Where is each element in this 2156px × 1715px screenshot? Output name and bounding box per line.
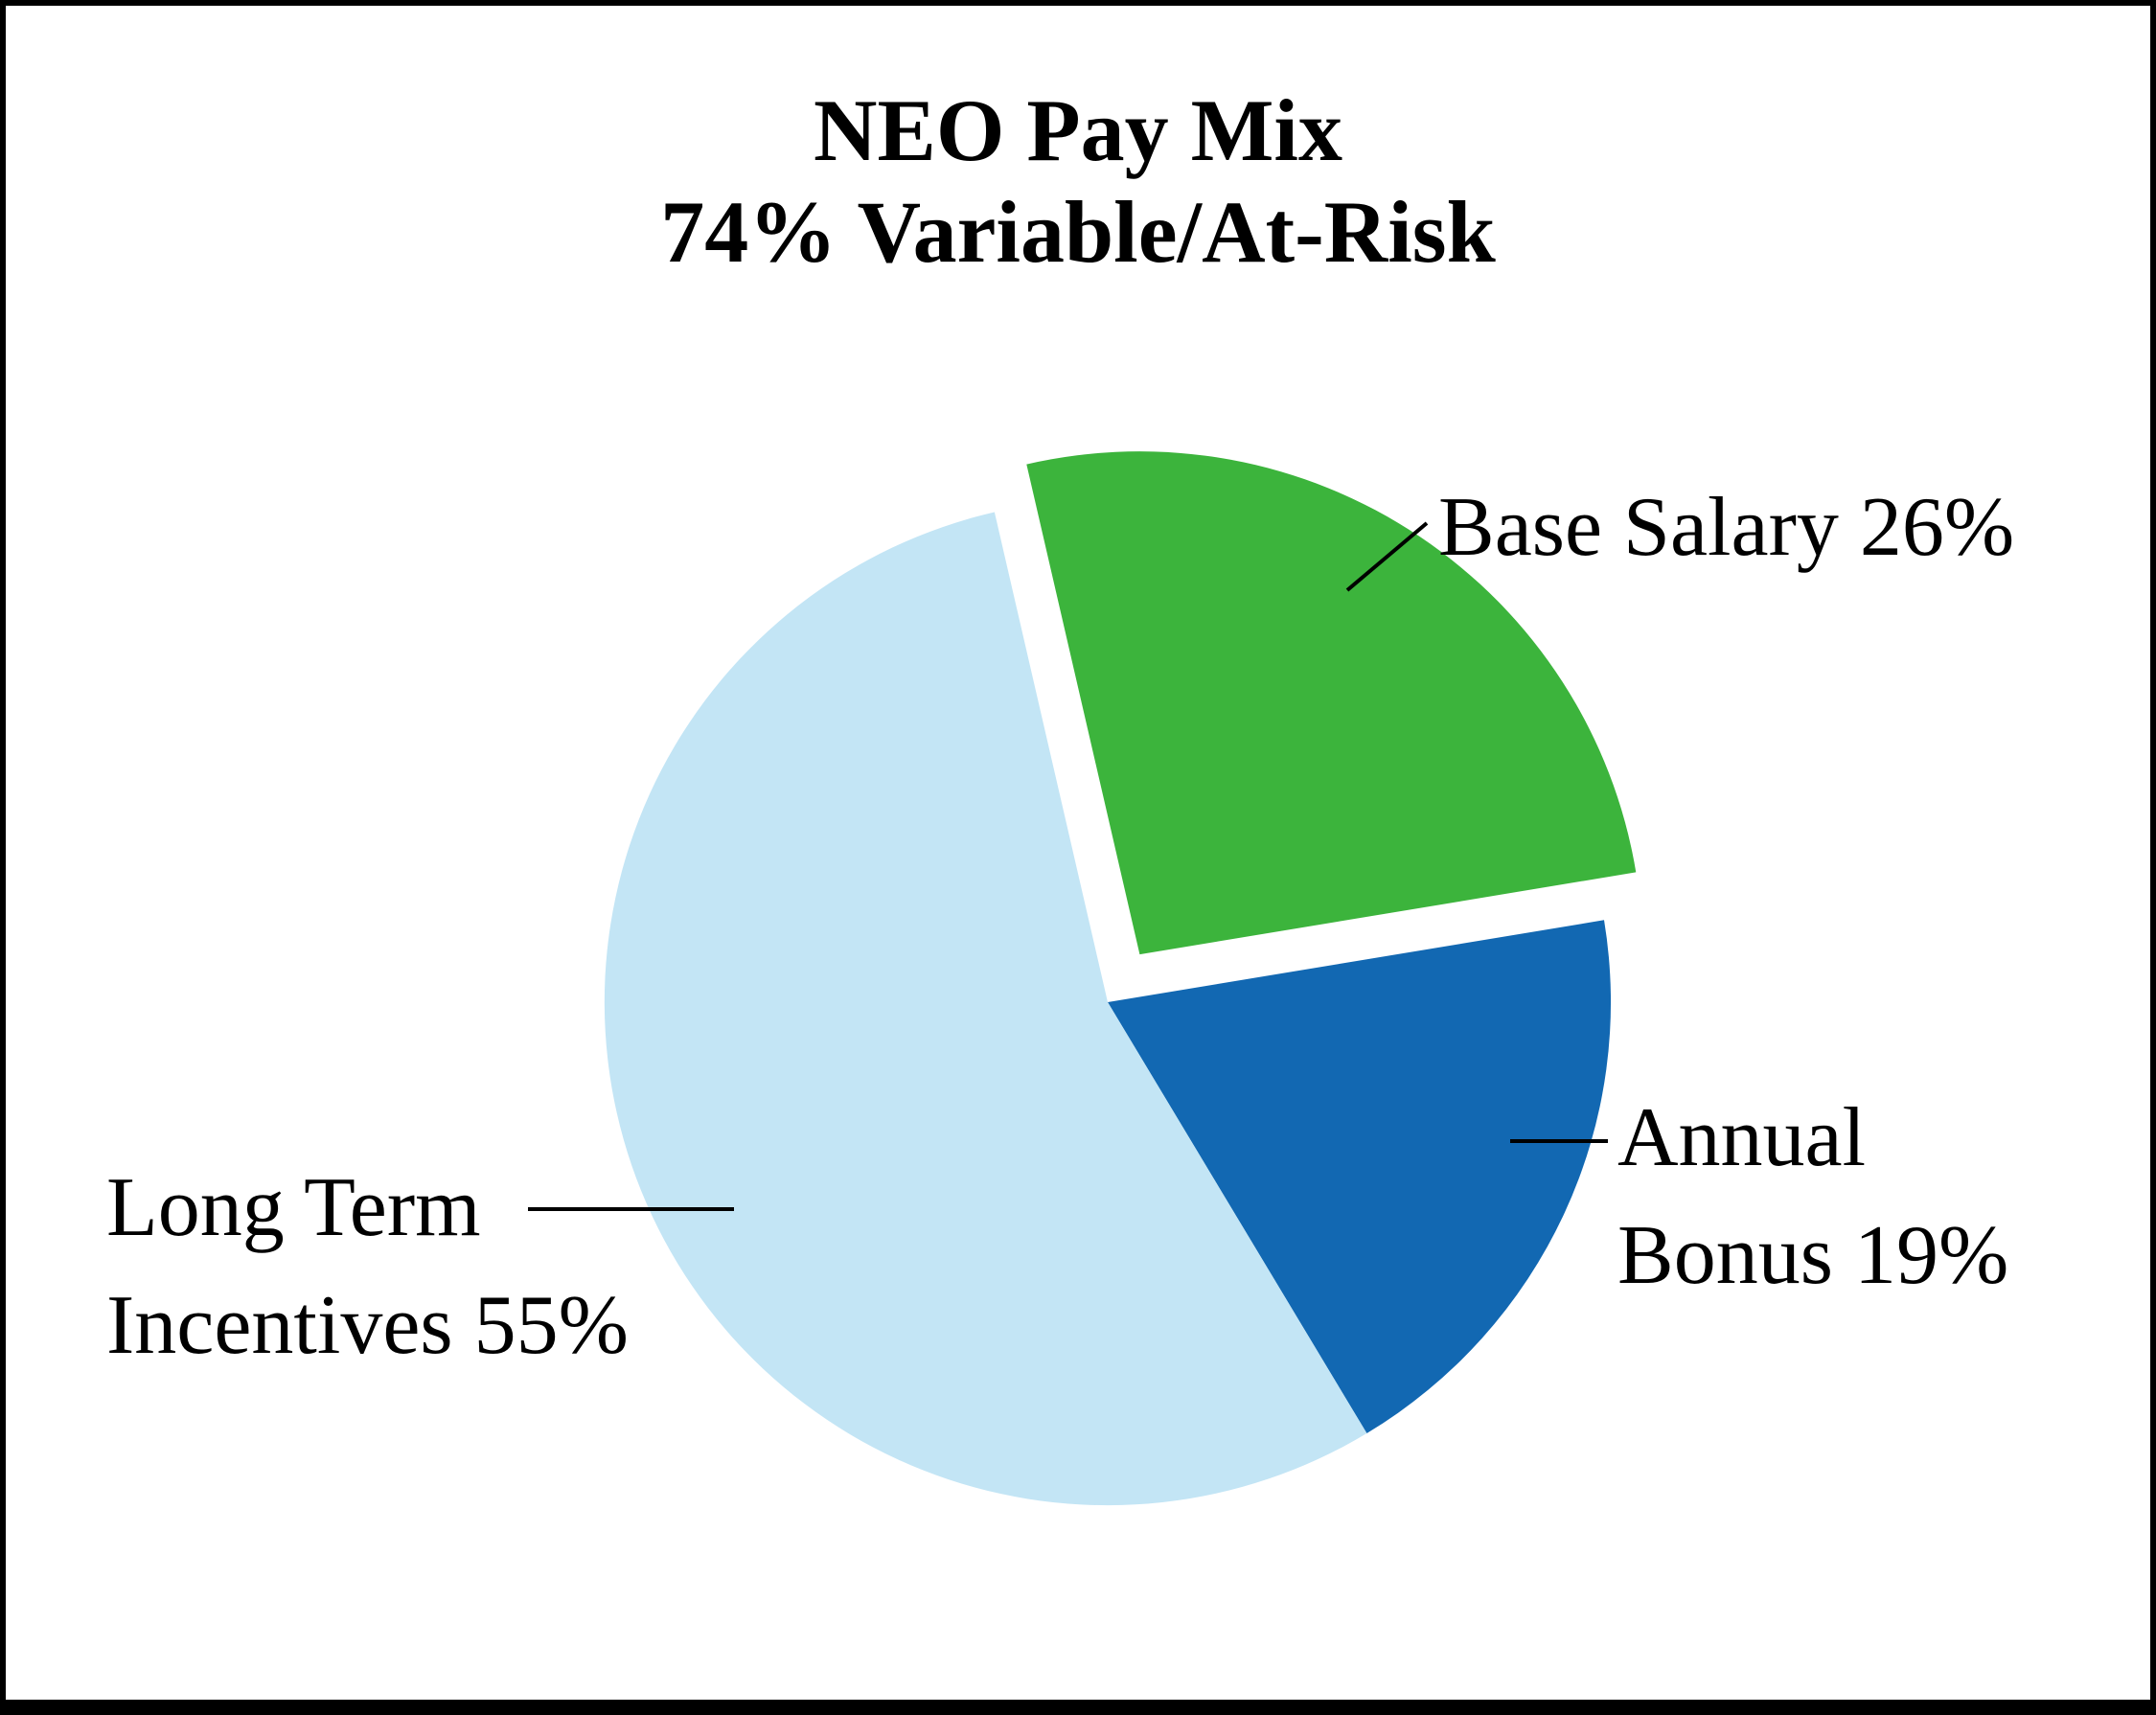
leader-line-base-salary (1345, 521, 1429, 592)
pie-slices-group (604, 451, 1637, 1506)
label-base-salary-line-1: Base Salary 26% (1438, 481, 2015, 574)
pie-slice-annual-bonus (1108, 920, 1612, 1433)
label-annual-bonus-line-1: Annual (1617, 1091, 1867, 1184)
label-annual-bonus: Annual Bonus 19% (1617, 1079, 2008, 1315)
pie-slice-base-salary (1026, 451, 1637, 955)
chart-title: NEO Pay Mix 74% Variable/At-Risk (6, 80, 2150, 284)
label-annual-bonus-line-2: Bonus 19% (1617, 1209, 2009, 1303)
chart-title-line-1: NEO Pay Mix (814, 81, 1342, 179)
label-base-salary: Base Salary 26% (1438, 469, 2014, 586)
pie-slice-long-term-incentives (604, 512, 1367, 1506)
chart-title-line-2: 74% Variable/At-Risk (660, 182, 1496, 281)
pie-chart (528, 451, 1637, 1506)
label-long-term-incentives-line-1: Long Term (106, 1161, 481, 1254)
label-long-term-incentives: Long Term Incentives 55% (106, 1149, 629, 1384)
label-long-term-incentives-line-2: Incentives 55% (106, 1279, 629, 1373)
